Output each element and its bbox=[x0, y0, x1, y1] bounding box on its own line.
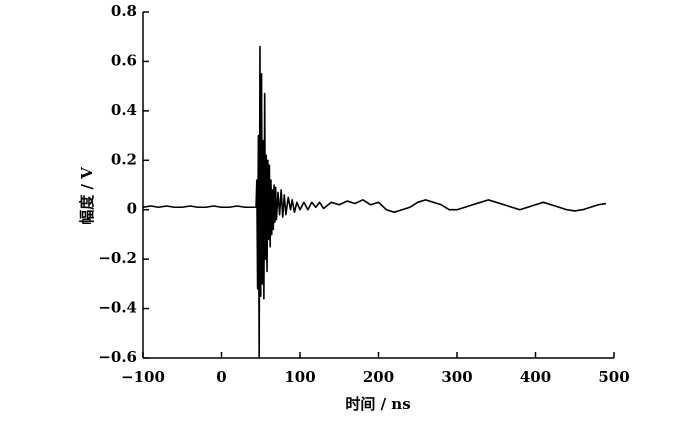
y-tick-label: 0 bbox=[127, 200, 137, 218]
x-tick-label: 300 bbox=[441, 368, 472, 386]
y-tick-label: 0.2 bbox=[111, 150, 137, 168]
x-tick-label: 0 bbox=[216, 368, 226, 386]
y-axis-label: 幅度 / V bbox=[78, 167, 96, 225]
y-tick-label: −0.2 bbox=[98, 249, 137, 267]
x-tick-label: 400 bbox=[520, 368, 551, 386]
y-tick-label: 0.4 bbox=[111, 101, 137, 119]
y-tick-label: 0.6 bbox=[111, 51, 137, 69]
y-tick-label: 0.8 bbox=[111, 2, 137, 20]
x-axis-label: 时间 / ns bbox=[345, 395, 410, 413]
x-tick-label: 200 bbox=[363, 368, 394, 386]
y-tick-label: −0.6 bbox=[98, 348, 137, 366]
x-tick-label: 100 bbox=[284, 368, 315, 386]
x-tick-label: 500 bbox=[598, 368, 629, 386]
signal-line bbox=[142, 45, 607, 359]
y-tick-label: −0.4 bbox=[98, 299, 137, 317]
x-tick-label: −100 bbox=[121, 368, 165, 386]
